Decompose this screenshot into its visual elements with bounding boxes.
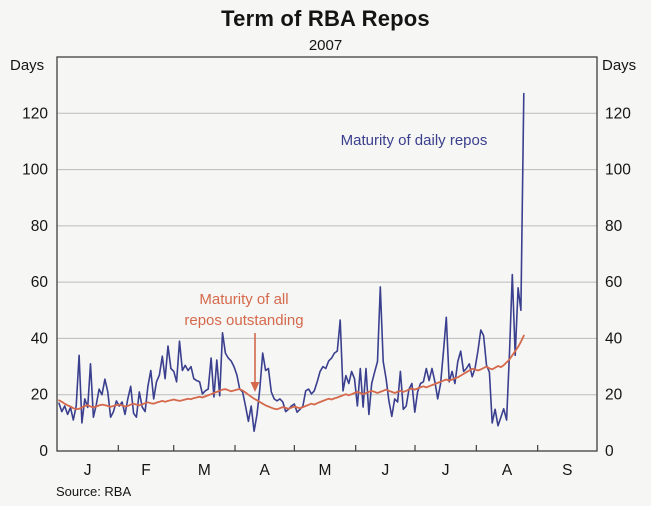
all-repos-outstanding-line xyxy=(58,334,525,411)
x-month-label: A xyxy=(502,462,513,479)
y-tick-label-right: 0 xyxy=(605,443,614,460)
annotation-all-repos-line1: Maturity of all xyxy=(199,291,289,308)
annotation-all-repos: Maturity of all repos outstanding xyxy=(142,289,346,331)
plot-border xyxy=(56,56,598,452)
y-tick-label-left: 0 xyxy=(39,443,48,460)
y-axis-unit-left: Days xyxy=(10,57,45,74)
annotation-arrow-head xyxy=(250,382,260,392)
daily-repos-line xyxy=(58,92,525,433)
x-month-label: F xyxy=(141,462,150,479)
y-tick-label-right: 120 xyxy=(605,105,631,122)
y-tick-label-left: 100 xyxy=(22,162,48,179)
y-tick-label-left: 80 xyxy=(31,218,49,235)
x-month-label: J xyxy=(84,462,92,479)
chart-subtitle: 2007 xyxy=(308,37,343,54)
y-tick-label-right: 40 xyxy=(605,330,623,347)
y-tick-label-left: 20 xyxy=(31,387,49,404)
y-tick-label-right: 60 xyxy=(605,274,623,291)
x-month-label: S xyxy=(562,462,572,479)
y-axis-unit-right: Days xyxy=(602,57,637,74)
x-month-label: J xyxy=(442,462,450,479)
x-month-label: J xyxy=(381,462,389,479)
x-month-label: M xyxy=(198,462,211,479)
x-month-label: M xyxy=(319,462,332,479)
y-tick-label-left: 40 xyxy=(31,330,49,347)
y-tick-label-right: 20 xyxy=(605,387,623,404)
annotation-all-repos-line2: repos outstanding xyxy=(184,312,304,329)
y-tick-label-left: 120 xyxy=(22,105,48,122)
x-month-label: A xyxy=(260,462,271,479)
annotation-daily-repos: Maturity of daily repos xyxy=(318,132,510,149)
y-tick-label-left: 60 xyxy=(31,274,49,291)
source-note: Source: RBA xyxy=(56,484,132,499)
annotation-daily-repos-text: Maturity of daily repos xyxy=(340,132,488,149)
y-tick-label-right: 80 xyxy=(605,218,623,235)
chart-title: Term of RBA Repos xyxy=(221,6,430,31)
y-tick-label-right: 100 xyxy=(605,162,631,179)
